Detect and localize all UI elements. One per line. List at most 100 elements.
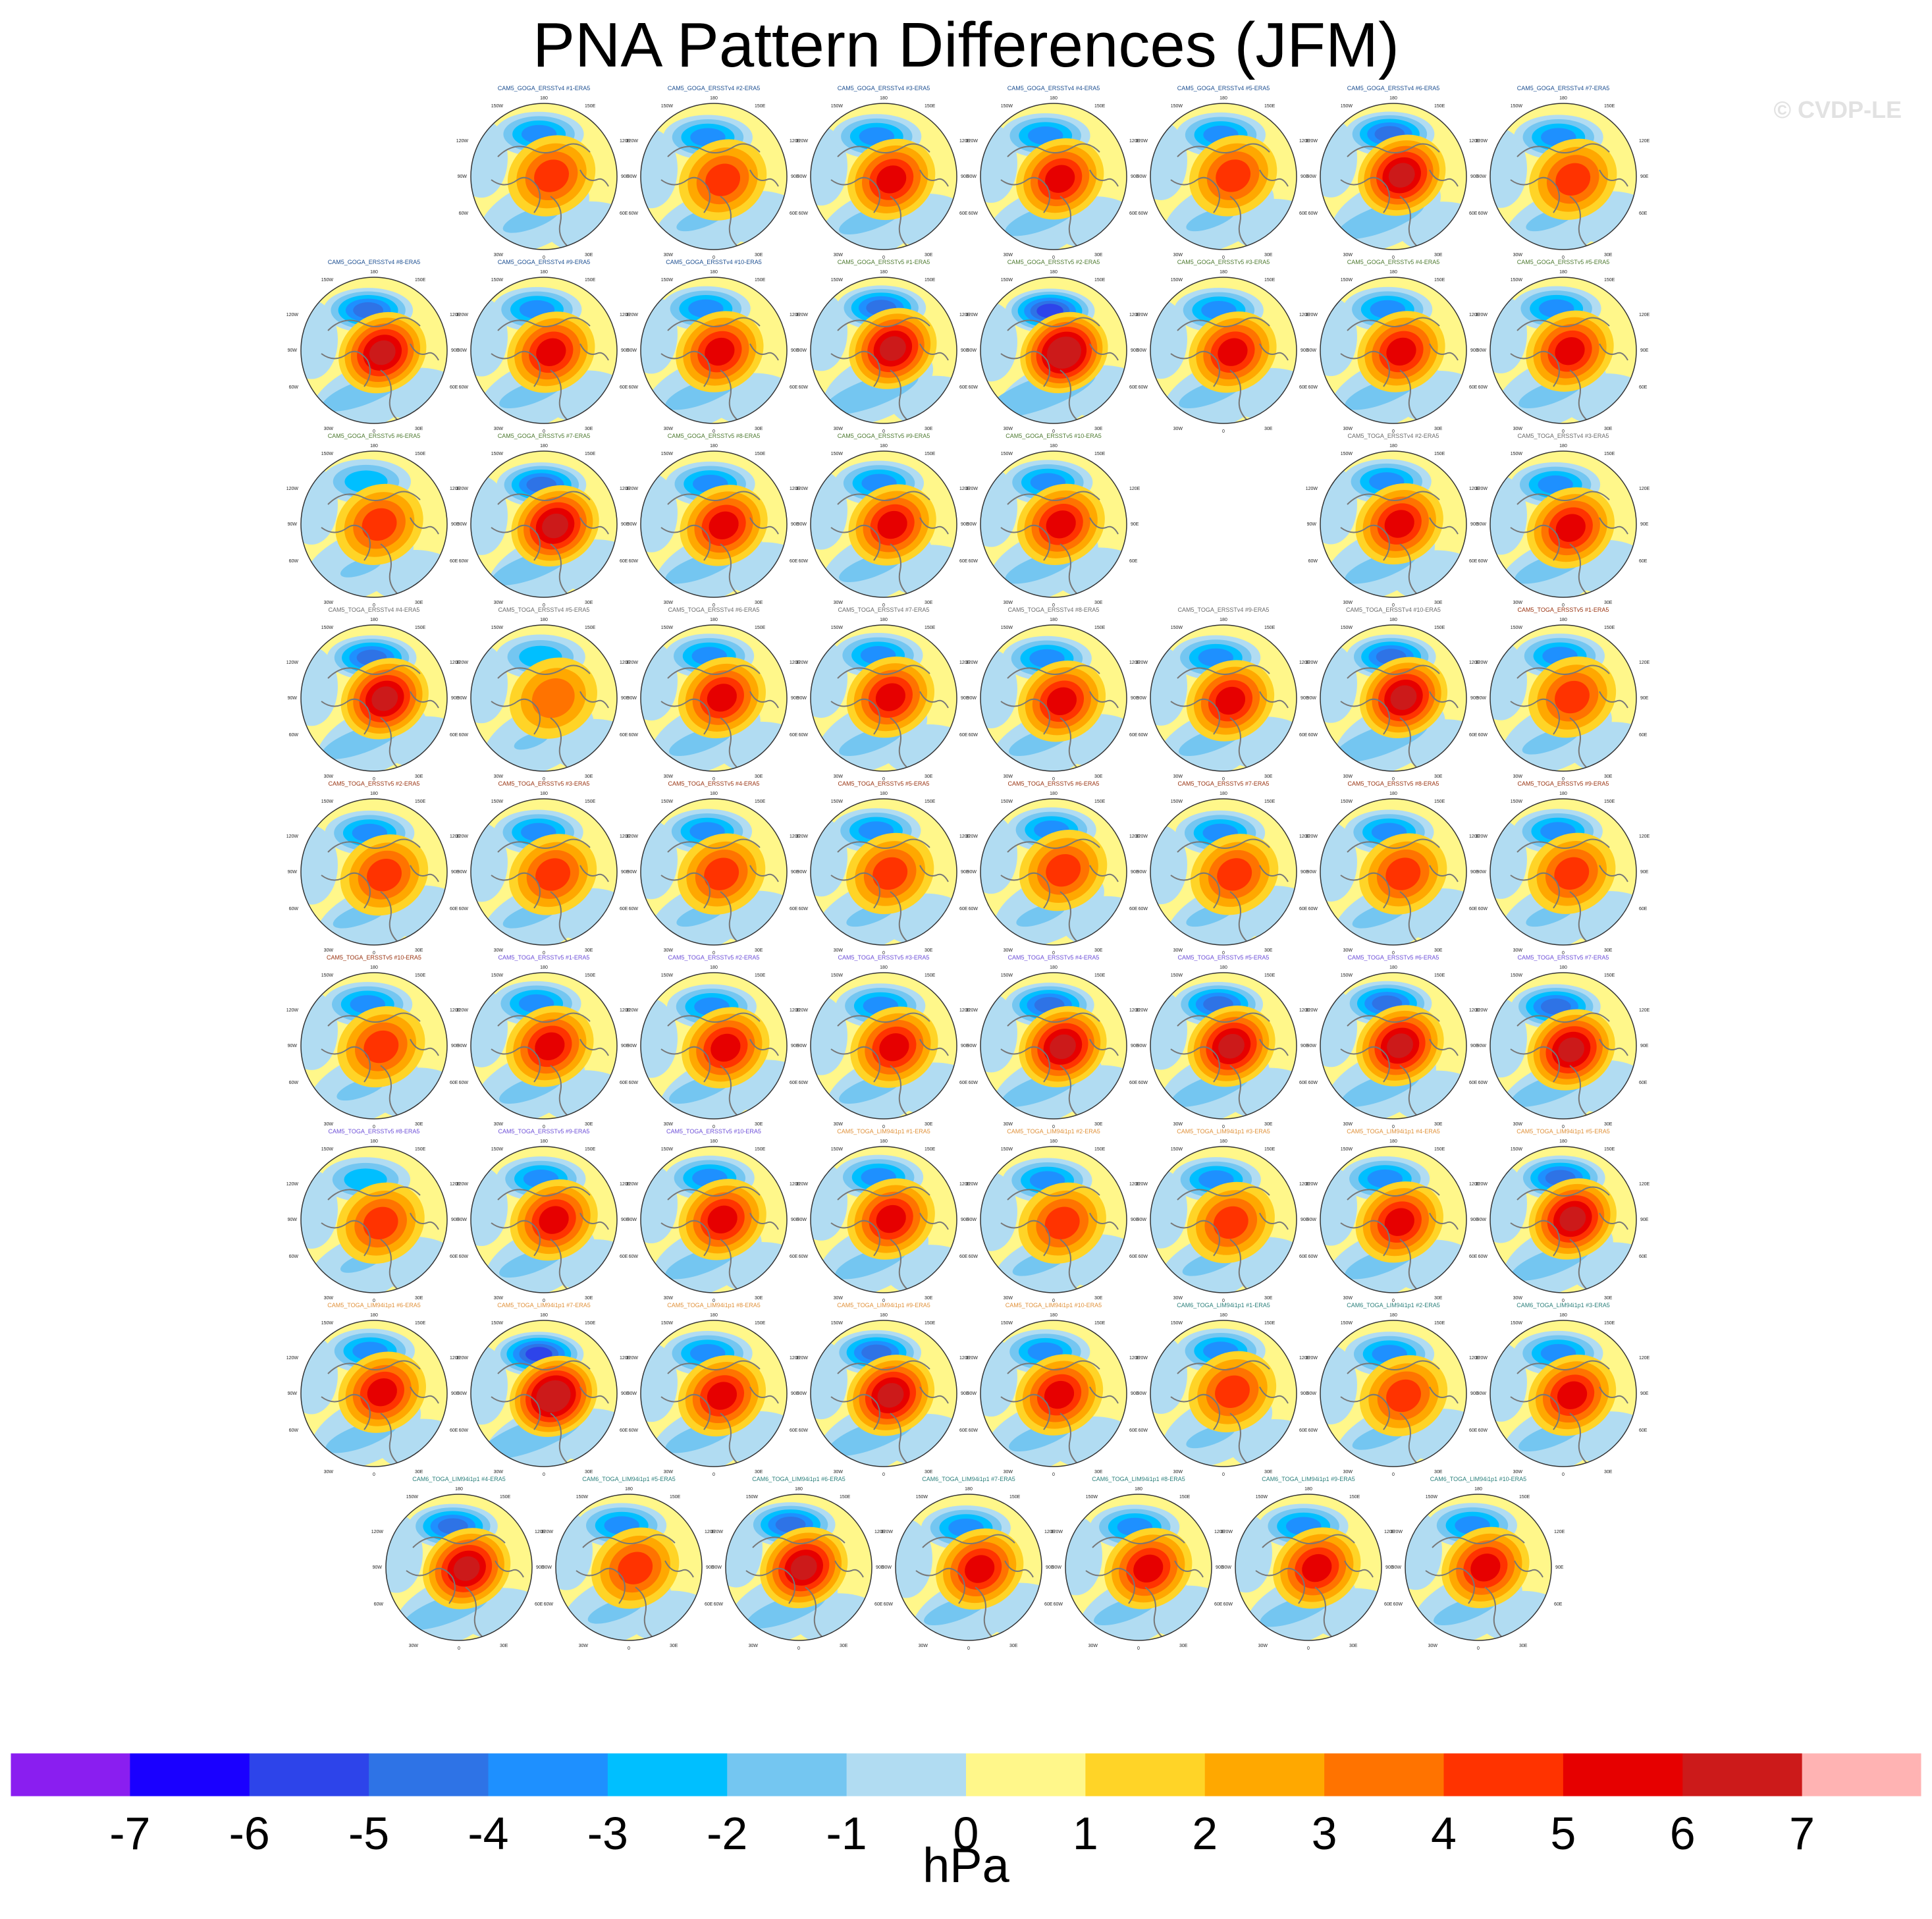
longitude-label: 30W (834, 948, 844, 953)
longitude-label: 150W (1001, 452, 1013, 456)
longitude-label: 180 (880, 96, 888, 101)
longitude-label: 0 (1562, 1125, 1565, 1129)
longitude-label: 150E (415, 799, 426, 804)
longitude-label: 90W (458, 1392, 468, 1396)
longitude-label: 0 (1137, 1646, 1140, 1651)
longitude-label: 180 (1389, 270, 1397, 275)
longitude-label: 60E (1044, 1602, 1053, 1607)
longitude-label: 180 (1050, 270, 1058, 275)
longitude-label: 60E (450, 385, 458, 390)
longitude-label: 150E (585, 452, 596, 456)
map-outline (640, 103, 788, 250)
longitude-label: 120W (626, 834, 639, 839)
longitude-label: 180 (540, 618, 548, 622)
coastlines (1085, 1534, 1204, 1637)
longitude-label: 180 (880, 1313, 888, 1318)
longitude-label: 90E (451, 870, 460, 875)
panel-label: CAM6_TOGA_LIM94i1p1 #3-ERA5 (1516, 1302, 1609, 1309)
longitude-label: 90E (1131, 1044, 1139, 1048)
coastlines (321, 838, 439, 942)
longitude-label: 60E (790, 1081, 798, 1085)
longitude-label: 120W (966, 487, 979, 491)
longitude-label: 30E (585, 774, 593, 779)
longitude-label: 30W (664, 427, 674, 431)
longitude-label: 60E (790, 211, 798, 216)
longitude-label: 30W (749, 1644, 759, 1648)
longitude-label: 150W (1086, 1495, 1098, 1500)
longitude-label: 90W (1137, 696, 1147, 701)
longitude-label: 60W (459, 1255, 469, 1259)
longitude-label: 0 (1052, 951, 1055, 956)
longitude-label: 90W (288, 522, 298, 527)
longitude-label: 60W (1478, 385, 1488, 390)
longitude-label: 90W (967, 348, 977, 353)
longitude-label: 90W (967, 870, 977, 875)
longitude-label: 150E (925, 1321, 936, 1326)
longitude-label: 30E (755, 427, 763, 431)
longitude-label: 180 (540, 270, 548, 275)
longitude-label: 60E (1299, 1081, 1308, 1085)
longitude-label: 60E (959, 1255, 968, 1259)
panel-label: CAM5_TOGA_ERSSTv4 #9-ERA5 (1178, 607, 1270, 613)
longitude-label: 60E (959, 733, 968, 738)
longitude-label: 120W (1136, 1356, 1148, 1361)
longitude-label: 60W (1054, 1602, 1063, 1607)
panel-label: CAM5_TOGA_ERSSTv5 #9-ERA5 (498, 1128, 590, 1135)
longitude-label: 30E (1264, 1470, 1273, 1474)
longitude-label: 150W (1001, 973, 1013, 978)
longitude-label: 90E (621, 1218, 630, 1222)
longitude-label: 150W (1341, 278, 1353, 283)
longitude-label: 120W (1051, 1530, 1063, 1534)
longitude-label: 120W (626, 1182, 639, 1187)
longitude-label: 120W (881, 1530, 894, 1534)
longitude-label: 30W (664, 253, 674, 257)
longitude-label: 120E (959, 1356, 971, 1361)
longitude-label: 120W (966, 139, 979, 144)
longitude-label: 30E (1094, 1296, 1103, 1301)
longitude-label: 150W (321, 799, 334, 804)
map-outline (640, 277, 788, 424)
longitude-label: 90W (288, 1218, 298, 1222)
longitude-label: 90E (451, 696, 460, 701)
longitude-label: 120W (626, 1008, 639, 1013)
longitude-label: 180 (540, 96, 548, 101)
longitude-label: 90W (628, 1218, 637, 1222)
longitude-label: 120E (790, 313, 801, 317)
longitude-label: 120E (790, 1356, 801, 1361)
longitude-label: 30W (1004, 948, 1013, 953)
longitude-label: 150E (755, 278, 766, 283)
longitude-label: 60W (969, 733, 979, 738)
longitude-label: 90E (961, 1044, 969, 1048)
coastlines (1000, 491, 1119, 594)
longitude-label: 60E (959, 907, 968, 911)
longitude-label: 30E (1264, 948, 1273, 953)
coastlines (1000, 143, 1119, 246)
longitude-label: 0 (882, 1299, 885, 1303)
longitude-label: 90E (1046, 1565, 1054, 1570)
longitude-label: 60E (620, 211, 628, 216)
longitude-label: 60W (799, 1428, 809, 1433)
longitude-label: 60E (620, 1081, 628, 1085)
longitude-label: 60W (629, 211, 639, 216)
panel-label: CAM5_TOGA_ERSSTv4 #2-ERA5 (1348, 433, 1439, 439)
longitude-label: 120E (535, 1530, 546, 1534)
longitude-label: 30W (834, 1296, 844, 1301)
longitude-label: 30W (919, 1644, 928, 1648)
longitude-label: 30W (579, 1644, 589, 1648)
longitude-label: 30E (755, 774, 763, 779)
longitude-label: 180 (370, 792, 378, 796)
longitude-label: 30E (585, 1470, 593, 1474)
longitude-label: 180 (1220, 618, 1227, 622)
map-outline (810, 1320, 957, 1467)
longitude-label: 90E (961, 522, 969, 527)
longitude-label: 150E (585, 799, 596, 804)
longitude-label: 120W (966, 1008, 979, 1013)
longitude-label: 90W (1307, 175, 1317, 179)
longitude-label: 30E (1094, 253, 1103, 257)
longitude-label: 180 (1389, 965, 1397, 970)
longitude-label: 120E (450, 487, 461, 491)
